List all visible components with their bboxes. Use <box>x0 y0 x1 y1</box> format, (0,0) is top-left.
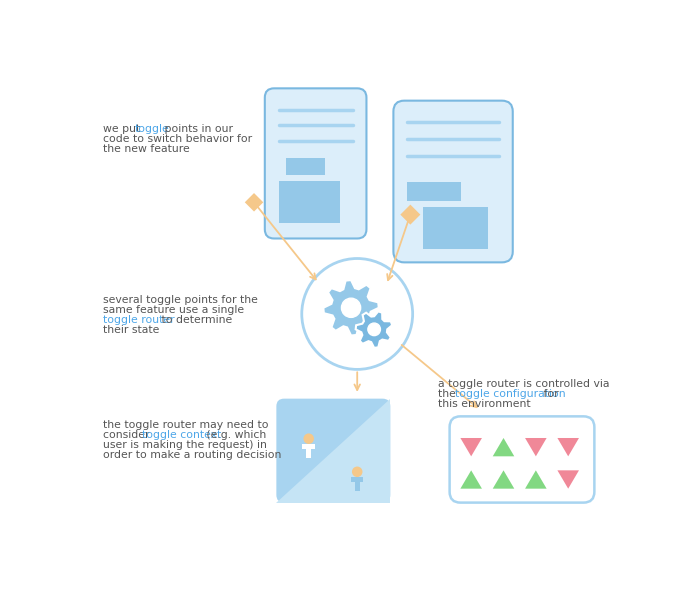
Polygon shape <box>245 193 263 212</box>
Polygon shape <box>351 477 363 491</box>
Text: toggle configuration: toggle configuration <box>454 389 565 399</box>
Polygon shape <box>400 205 420 225</box>
Text: the: the <box>438 389 459 399</box>
Text: consider: consider <box>103 430 153 440</box>
Bar <box>407 181 461 201</box>
FancyBboxPatch shape <box>449 416 594 503</box>
Text: points in our: points in our <box>161 124 233 134</box>
Polygon shape <box>525 438 547 456</box>
Bar <box>279 181 340 223</box>
Text: order to make a routing decision: order to make a routing decision <box>103 450 281 461</box>
Bar <box>423 207 488 249</box>
Text: we put: we put <box>103 124 144 134</box>
Text: toggle: toggle <box>134 124 169 134</box>
Polygon shape <box>461 470 482 488</box>
Text: (e.g. which: (e.g. which <box>202 430 266 440</box>
Polygon shape <box>461 438 482 456</box>
Polygon shape <box>493 470 514 488</box>
Text: this environment: this environment <box>438 399 531 409</box>
Polygon shape <box>557 470 579 488</box>
Circle shape <box>342 298 360 317</box>
Bar <box>286 158 325 174</box>
Polygon shape <box>557 438 579 456</box>
FancyBboxPatch shape <box>393 101 512 262</box>
Text: same feature use a single: same feature use a single <box>103 305 244 315</box>
Circle shape <box>352 466 363 477</box>
Text: user is making the request) in: user is making the request) in <box>103 440 267 450</box>
FancyBboxPatch shape <box>265 88 367 239</box>
Text: a toggle router is controlled via: a toggle router is controlled via <box>438 380 610 389</box>
FancyBboxPatch shape <box>276 399 391 503</box>
Text: the toggle router may need to: the toggle router may need to <box>103 420 269 430</box>
Circle shape <box>303 433 314 444</box>
Circle shape <box>368 323 380 336</box>
Text: several toggle points for the: several toggle points for the <box>103 295 258 305</box>
Polygon shape <box>525 470 547 488</box>
Polygon shape <box>356 311 392 348</box>
Polygon shape <box>323 280 379 336</box>
Text: code to switch behavior for: code to switch behavior for <box>103 134 252 144</box>
Circle shape <box>302 258 413 369</box>
Polygon shape <box>276 399 391 503</box>
Text: toggle router: toggle router <box>103 315 175 325</box>
Text: toggle context: toggle context <box>141 430 221 440</box>
Polygon shape <box>302 444 315 458</box>
Text: to determine: to determine <box>158 315 232 325</box>
Text: their state: their state <box>103 325 160 335</box>
Polygon shape <box>493 438 514 456</box>
Text: for: for <box>540 389 559 399</box>
Text: the new feature: the new feature <box>103 144 190 154</box>
